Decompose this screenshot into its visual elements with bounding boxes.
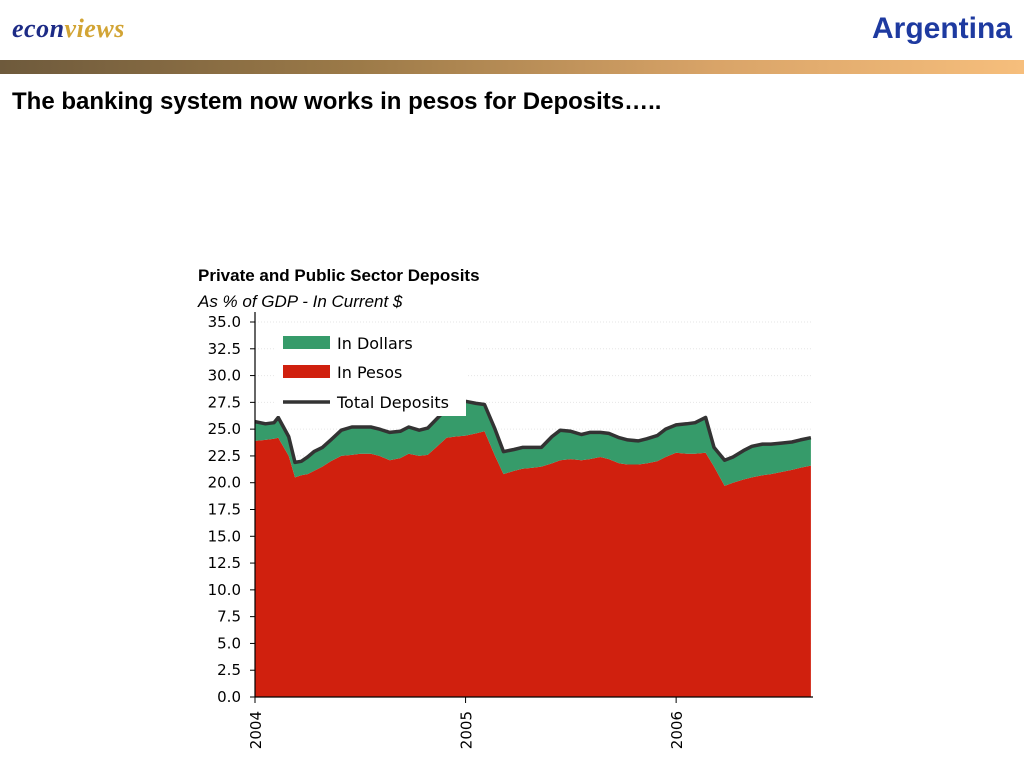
y-tick-label-13: 32.5 (208, 340, 241, 358)
y-tick-label-1: 2.5 (217, 661, 241, 679)
x-tick-label-2006: 2006 (668, 711, 686, 749)
legend-label-total-deposits: Total Deposits (336, 393, 449, 412)
chart-legend: In Dollars In Pesos Total Deposits (276, 330, 466, 416)
y-tick-label-11: 27.5 (208, 393, 241, 411)
y-tick-label-10: 25.0 (208, 420, 241, 438)
logo-part-econ: econ (12, 14, 65, 43)
y-tick-label-9: 22.5 (208, 447, 241, 465)
y-tick-label-7: 17.5 (208, 501, 241, 519)
legend-swatch-in-dollars (283, 336, 330, 349)
y-tick-label-12: 30.0 (208, 367, 241, 385)
country-title: Argentina (871, 12, 1012, 45)
legend-label-in-pesos: In Pesos (337, 363, 402, 382)
y-tick-label-0: 0.0 (217, 688, 241, 706)
chart-subtitle: As % of GDP - In Current $ (198, 292, 403, 311)
slide-headline: The banking system now works in pesos fo… (12, 88, 662, 115)
legend-label-in-dollars: In Dollars (337, 334, 413, 353)
y-tick-label-8: 20.0 (208, 474, 241, 492)
series-area-dollars (255, 401, 811, 486)
logo-part-views: views (64, 14, 125, 43)
y-tick-label-6: 15.0 (208, 527, 241, 545)
y-tick-label-3: 7.5 (217, 608, 241, 626)
x-tick-label-2005: 2005 (458, 711, 476, 749)
chart-title: Private and Public Sector Deposits (198, 266, 480, 285)
series-line-total-deposits (254, 399, 812, 465)
x-tick-label-2004: 2004 (247, 711, 265, 749)
y-tick-label-14: 35.0 (208, 313, 241, 331)
axes: 0.0 2.5 5.0 7.5 10.0 12.5 15.0 17.5 20.0 22.5 25.0… (208, 312, 813, 749)
header-divider-bar (0, 60, 1024, 74)
legend-swatch-in-pesos (283, 365, 330, 378)
econviews-logo: econviews (12, 14, 125, 44)
series-area-pesos (255, 431, 811, 697)
y-tick-label-2: 5.0 (217, 634, 241, 652)
area-series (254, 399, 812, 697)
y-tick-label-4: 10.0 (208, 581, 241, 599)
y-tick-label-5: 12.5 (208, 554, 241, 572)
